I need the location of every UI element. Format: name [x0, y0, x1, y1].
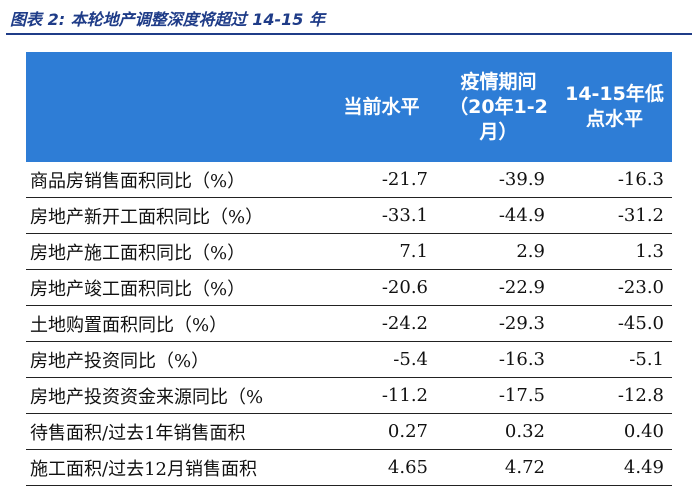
cell-current: -33.1 — [381, 205, 428, 226]
cell-pandemic: 2.9 — [516, 241, 545, 262]
cell-2014-2015: 1.3 — [635, 241, 664, 262]
caption-divider — [6, 33, 692, 35]
row-label: 商品房销售面积同比（%） — [30, 170, 246, 192]
header-2014-2015-low: 14-15年低 点水平 — [565, 83, 664, 130]
cell-2014-2015: -31.2 — [617, 205, 664, 226]
table-row: 商品房销售面积同比（%） -21.7 -39.9 -16.3 — [26, 162, 672, 198]
table-row: 房地产投资同比（%） -5.4 -16.3 -5.1 — [26, 342, 672, 378]
row-label: 房地产新开工面积同比（%） — [30, 206, 264, 228]
cell-pandemic: -39.9 — [498, 169, 545, 190]
table-header: 当前水平 疫情期间 （20年1-2 月） 14-15年低 点水平 — [26, 52, 672, 162]
table-row: 土地购置面积同比（%） -24.2 -29.3 -45.0 — [26, 306, 672, 342]
cell-current: -5.4 — [393, 349, 428, 370]
cell-current: -20.6 — [381, 277, 428, 298]
table-row: 待售面积/过去1年销售面积 0.27 0.32 0.40 — [26, 414, 672, 450]
cell-pandemic: -17.5 — [498, 385, 545, 406]
row-label: 房地产竣工面积同比（%） — [30, 278, 246, 300]
table-row: 房地产新开工面积同比（%） -33.1 -44.9 -31.2 — [26, 198, 672, 234]
row-label: 房地产投资同比（%） — [30, 350, 210, 372]
header-pandemic-period: 疫情期间 （20年1-2 月） — [449, 70, 548, 143]
header-blank-cell — [26, 52, 323, 162]
cell-current: -21.7 — [381, 169, 428, 190]
row-label: 施工面积/过去12月销售面积 — [30, 458, 257, 480]
cell-current: -24.2 — [381, 313, 428, 334]
cell-2014-2015: -23.0 — [617, 277, 664, 298]
figure-caption: 图表 2: 本轮地产调整深度将超过 14-15 年 — [10, 10, 325, 29]
cell-current: 4.65 — [387, 457, 428, 478]
cell-2014-2015: 4.49 — [623, 457, 664, 478]
table-row: 房地产竣工面积同比（%） -20.6 -22.9 -23.0 — [26, 270, 672, 306]
row-label: 土地购置面积同比（%） — [30, 314, 228, 336]
cell-current: -11.2 — [381, 385, 428, 406]
table-row: 房地产投资资金来源同比（% -11.2 -17.5 -12.8 — [26, 378, 672, 414]
cell-pandemic: 0.32 — [504, 421, 545, 442]
cell-2014-2015: -16.3 — [617, 169, 664, 190]
cell-2014-2015: 0.40 — [623, 421, 664, 442]
cell-pandemic: -44.9 — [498, 205, 545, 226]
header-current-level: 当前水平 — [343, 95, 420, 118]
row-label: 待售面积/过去1年销售面积 — [30, 422, 246, 444]
table-row: 施工面积/过去12月销售面积 4.65 4.72 4.49 — [26, 450, 672, 486]
cell-pandemic: -29.3 — [498, 313, 545, 334]
table-row: 房地产施工面积同比（%） 7.1 2.9 1.3 — [26, 234, 672, 270]
cell-2014-2015: -12.8 — [617, 385, 664, 406]
cell-2014-2015: -45.0 — [617, 313, 664, 334]
row-label: 房地产施工面积同比（%） — [30, 242, 246, 264]
cell-pandemic: -22.9 — [498, 277, 545, 298]
cell-2014-2015: -5.1 — [629, 349, 664, 370]
row-label: 房地产投资资金来源同比（% — [30, 386, 264, 408]
cell-current: 7.1 — [399, 241, 428, 262]
cell-pandemic: 4.72 — [504, 457, 545, 478]
cell-current: 0.27 — [387, 421, 428, 442]
data-table: 当前水平 疫情期间 （20年1-2 月） 14-15年低 点水平 商品房销售面积… — [26, 52, 672, 486]
cell-pandemic: -16.3 — [498, 349, 545, 370]
